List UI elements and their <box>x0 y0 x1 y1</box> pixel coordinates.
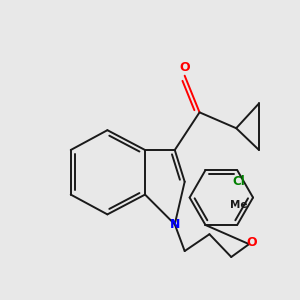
Text: N: N <box>169 218 180 231</box>
Text: O: O <box>247 236 257 249</box>
Text: Cl: Cl <box>233 176 245 188</box>
Text: Me: Me <box>230 200 248 211</box>
Text: O: O <box>179 61 190 74</box>
